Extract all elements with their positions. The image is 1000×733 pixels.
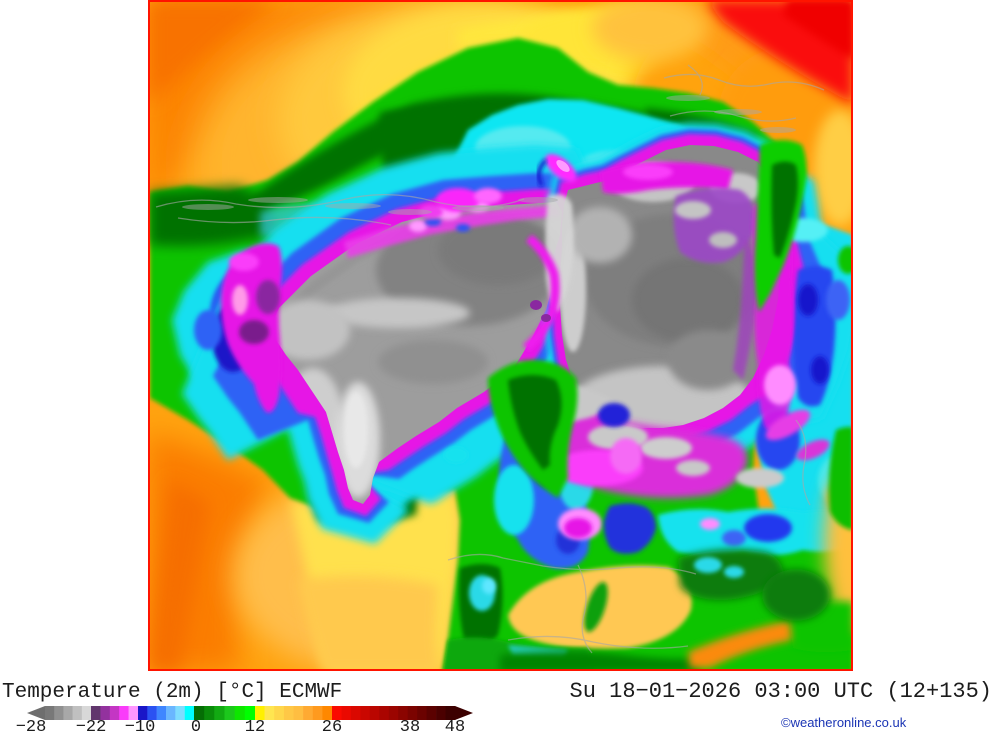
svg-text:−10: −10 [125,718,156,733]
svg-text:−22: −22 [76,718,107,733]
svg-text:26: 26 [322,718,342,733]
svg-text:©weatheronline.co.uk: ©weatheronline.co.uk [781,715,907,730]
svg-text:12: 12 [245,718,265,733]
svg-text:48: 48 [445,718,465,733]
svg-text:38: 38 [400,718,420,733]
svg-text:Temperature (2m) [°C] ECMWF: Temperature (2m) [°C] ECMWF [2,681,342,704]
svg-text:−28: −28 [16,718,47,733]
svg-text:0: 0 [191,718,201,733]
svg-text:Su 18−01−2026 03:00 UTC (12+13: Su 18−01−2026 03:00 UTC (12+135) [570,679,992,704]
